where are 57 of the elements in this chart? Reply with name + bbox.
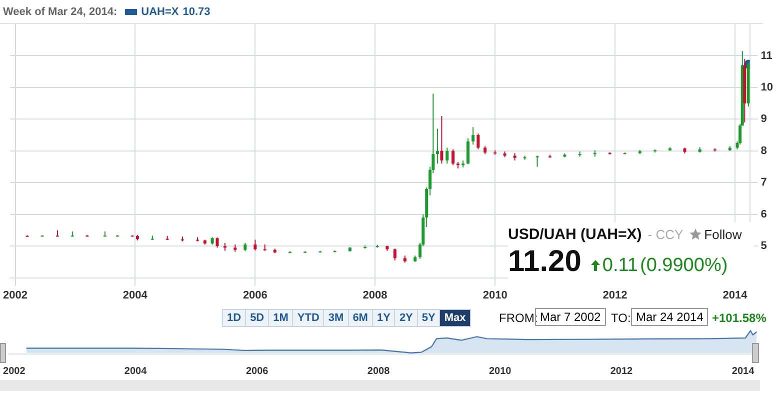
text: Mar 24 2014 — [631, 308, 708, 326]
x-tick-label: 2014 — [732, 366, 755, 377]
x-tick-label: 2010 — [488, 366, 512, 377]
annotation: Follow — [704, 227, 742, 242]
candlestick — [254, 239, 257, 252]
candlestick — [452, 148, 455, 166]
text: 5Y — [416, 309, 440, 327]
candlestick — [440, 116, 444, 164]
candlestick — [216, 237, 219, 248]
text: TO: — [611, 311, 631, 325]
text: 1D — [222, 309, 246, 327]
y-tick-label: 5 — [760, 240, 767, 252]
candlestick — [436, 128, 439, 164]
candlestick — [446, 147, 449, 164]
x-tick-label: 2004 — [124, 366, 148, 377]
annotation: USD/UAH (UAH=X) — [508, 226, 642, 243]
candlestick — [476, 132, 480, 150]
candlestick — [56, 230, 59, 237]
text: Week of Mar 24, 2014: — [3, 6, 118, 18]
annotation: - CCY — [648, 227, 684, 242]
x-tick-label: 2008 — [367, 366, 390, 377]
x-tick-label: 2012 — [610, 366, 634, 377]
y-tick-label: 11 — [760, 50, 772, 62]
x-tick-label: 2010 — [482, 289, 508, 302]
text: 3M — [323, 309, 349, 327]
x-tick-label: 2012 — [602, 289, 628, 302]
x-tick-label: 2006 — [242, 289, 268, 302]
x-tick-label: 2014 — [722, 289, 748, 302]
x-tick-label: 2002 — [3, 289, 28, 302]
text: YTD — [292, 309, 324, 327]
y-tick-label: 8 — [760, 144, 767, 157]
text: 6M — [348, 309, 373, 327]
legend-label: UAH=X — [141, 6, 179, 18]
candlestick — [466, 138, 470, 165]
text: 1Y — [372, 309, 396, 327]
y-tick-label: 6 — [760, 208, 767, 220]
y-tick-label: 7 — [760, 176, 767, 189]
x-tick-label: 2004 — [122, 289, 148, 302]
annotation: 0.11 — [602, 255, 638, 277]
text: FROM: — [499, 311, 538, 325]
candlestick — [472, 126, 475, 146]
text: Mar 7 2002 — [540, 310, 601, 324]
x-tick-label: 2006 — [246, 366, 269, 377]
text: 1M — [268, 309, 294, 327]
candlestick — [393, 248, 396, 261]
text: 2Y — [394, 309, 418, 327]
y-tick-label: 10 — [760, 81, 774, 94]
text: 5D — [245, 309, 270, 327]
x-tick-label: 2008 — [362, 289, 388, 302]
annotation: (0.9900%) — [640, 255, 728, 277]
text: Max — [439, 309, 471, 327]
text: 10.73 — [182, 6, 210, 18]
y-tick-label: 9 — [760, 113, 767, 126]
annotation: 11.20 — [508, 245, 582, 279]
x-tick-label: 2002 — [3, 366, 26, 377]
candlestick — [536, 155, 539, 168]
text: +101.58% — [712, 311, 766, 325]
